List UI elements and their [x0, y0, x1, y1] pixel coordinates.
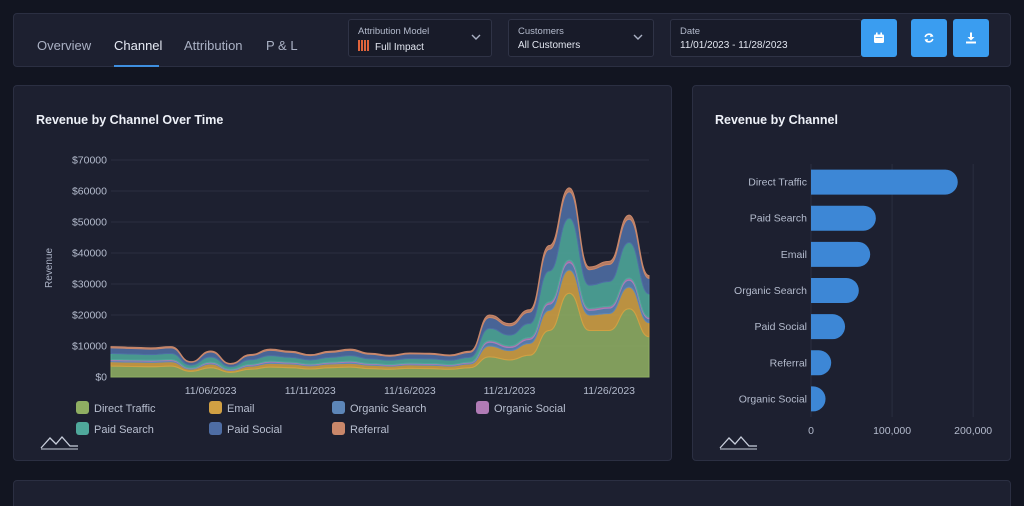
legend-swatch: [209, 422, 222, 435]
calendar-button[interactable]: [861, 19, 897, 57]
x-tick-label: 11/11/2023: [285, 385, 336, 397]
refresh-button[interactable]: [911, 19, 947, 57]
bar-paid-search[interactable]: [811, 205, 876, 231]
date-range-field[interactable]: Date 11/01/2023 - 11/28/2023: [670, 19, 862, 57]
calendar-icon: [874, 32, 884, 43]
customers-value: All Customers: [518, 40, 581, 51]
y-tick-label: $20000: [72, 310, 107, 322]
legend-item[interactable]: Direct Traffic: [76, 401, 156, 415]
tab-p-and-l[interactable]: P & L: [266, 38, 298, 53]
bar-organic-search[interactable]: [811, 278, 859, 303]
download-button[interactable]: [953, 19, 989, 57]
bar-direct-traffic[interactable]: [811, 169, 958, 195]
legend-swatch: [476, 401, 489, 414]
bar-chart: Direct Traffic Paid Search Email Organic Se…: [734, 164, 992, 437]
tab-overview[interactable]: Overview: [37, 38, 92, 53]
category-label: Referral: [770, 357, 807, 369]
area-chart: $0 $10000 $20000 $30000 $40000 $50000 $60000 $7…: [44, 155, 650, 397]
attribution-model-dropdown[interactable]: Attribution Model Full Impact: [348, 19, 492, 57]
top-bar: Overview Channel Attribution P & L Attri…: [13, 13, 1011, 67]
chevron-down-icon: [633, 34, 643, 40]
y-axis-label: Revenue: [44, 248, 55, 288]
legend-label: Paid Search: [94, 424, 154, 436]
attribution-model-value: Full Impact: [358, 40, 424, 53]
legend-swatch: [76, 422, 89, 435]
mountain-logo-icon: [719, 436, 757, 450]
download-icon: [966, 32, 976, 44]
y-tick-label: $60000: [72, 186, 107, 198]
bar-referral[interactable]: [811, 350, 832, 376]
mountain-logo-icon: [40, 436, 78, 450]
legend-label: Paid Social: [227, 424, 283, 436]
y-tick-label: $0: [95, 372, 107, 384]
x-tick-label: 11/06/2023: [185, 385, 237, 397]
panel-title: Revenue by Channel Over Time: [36, 113, 224, 127]
legend-label: Direct Traffic: [94, 403, 156, 415]
legend-swatch: [76, 401, 89, 414]
revenue-over-time-panel: Revenue by Channel Over Time $0 $10000 $20…: [13, 85, 672, 461]
chevron-down-icon: [471, 34, 481, 40]
x-tick-label: 200,000: [954, 425, 992, 437]
y-tick-label: $70000: [72, 155, 107, 167]
legend-label: Organic Search: [350, 403, 427, 415]
bar-email[interactable]: [811, 241, 871, 267]
y-tick-label: $30000: [72, 279, 107, 291]
legend-item[interactable]: Organic Social: [476, 401, 566, 415]
tab-channel[interactable]: Channel: [114, 38, 163, 53]
legend-swatch: [332, 422, 345, 435]
stripes-icon: [358, 40, 369, 51]
x-tick-label: 11/21/2023: [484, 385, 536, 397]
legend-item[interactable]: Email: [209, 401, 255, 415]
x-tick-label: 100,000: [873, 425, 911, 437]
date-value: 11/01/2023 - 11/28/2023: [680, 40, 788, 51]
attribution-model-label: Attribution Model: [358, 26, 430, 37]
panel-title: Revenue by Channel: [715, 113, 838, 127]
bottom-panel: [13, 480, 1011, 506]
category-label: Paid Social: [754, 321, 807, 333]
category-label: Organic Search: [734, 285, 807, 297]
y-tick-label: $40000: [72, 248, 107, 260]
x-tick-label: 11/16/2023: [384, 385, 436, 397]
revenue-by-channel-panel: Revenue by Channel Direct Traffic Paid Se…: [692, 85, 1011, 461]
customers-dropdown[interactable]: Customers All Customers: [508, 19, 654, 57]
category-label: Direct Traffic: [748, 177, 807, 189]
bar-paid-social[interactable]: [811, 314, 846, 340]
area-series-referral[interactable]: [110, 187, 650, 365]
date-label: Date: [680, 26, 701, 37]
category-label: Organic Social: [739, 393, 807, 405]
legend-swatch: [332, 401, 345, 414]
x-tick-label: 11/26/2023: [583, 385, 635, 397]
legend-label: Organic Social: [494, 403, 566, 415]
y-tick-label: $50000: [72, 217, 107, 229]
legend-item[interactable]: Organic Search: [332, 401, 426, 415]
tab-attribution[interactable]: Attribution: [184, 38, 243, 53]
legend-label: Referral: [350, 424, 390, 436]
y-tick-label: $10000: [72, 341, 107, 353]
legend-item[interactable]: Referral: [332, 422, 389, 436]
legend-item[interactable]: Paid Search: [76, 422, 154, 436]
refresh-icon: [924, 33, 934, 43]
active-tab-indicator: [114, 65, 159, 67]
category-label: Paid Search: [750, 213, 807, 225]
legend-label: Email: [227, 403, 255, 415]
x-tick-label: 0: [808, 425, 814, 437]
legend-swatch: [209, 401, 222, 414]
bar-organic-social[interactable]: [811, 386, 826, 412]
category-label: Email: [781, 249, 807, 261]
customers-label: Customers: [518, 26, 564, 37]
legend-item[interactable]: Paid Social: [209, 422, 282, 436]
